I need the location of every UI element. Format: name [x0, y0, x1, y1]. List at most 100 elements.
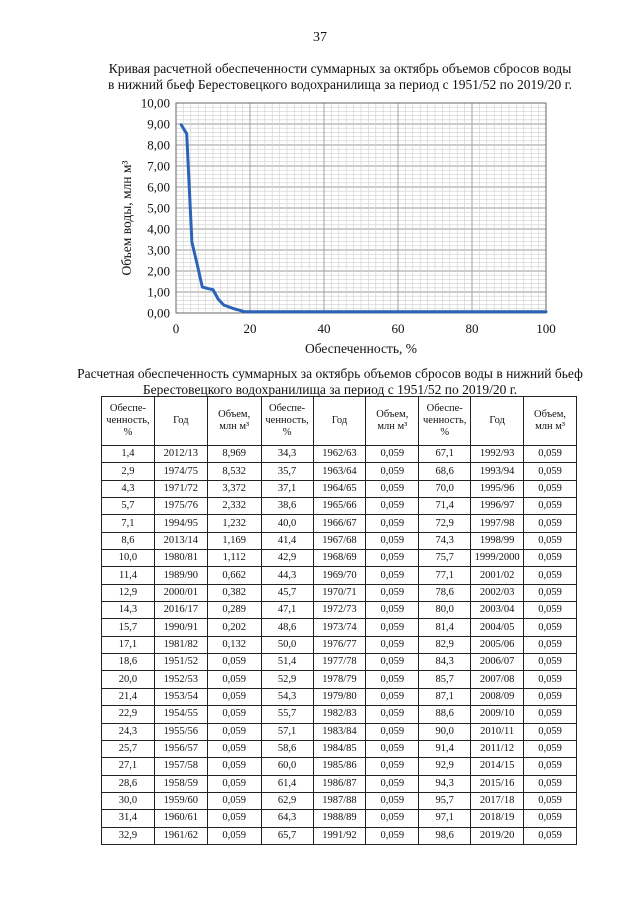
table-cell: 0,059: [523, 757, 577, 776]
column-header: Обеспе-ченность,%: [260, 396, 314, 446]
table-cell: 0,059: [365, 635, 420, 655]
table-cell: 1991/92: [312, 826, 367, 845]
table-cell: 0,059: [206, 757, 262, 776]
table-cell: 1960/61: [153, 809, 208, 828]
table-cell: 1983/84: [312, 722, 367, 741]
table-cell: 58,6: [260, 739, 314, 759]
table-row: 8,6 2013/14 1,169 41,4 1967/68 0,059 74,3 1998/…: [101, 531, 577, 551]
table-cell: 1996/97: [470, 497, 525, 516]
y-tick-label: 7,00: [147, 159, 170, 174]
table-cell: 0,059: [206, 826, 262, 845]
table-row: 20,0 1952/53 0,059 52,9 1978/79 0,059 85,7 2007…: [101, 670, 577, 689]
table-row: 27,1 1957/58 0,059 60,0 1985/86 0,059 92,9 2014…: [101, 757, 577, 776]
table-row: 18,6 1951/52 0,059 51,4 1977/78 0,059 84,3 2006…: [101, 653, 577, 672]
table-cell: 1984/85: [312, 739, 367, 759]
table-cell: 0,059: [523, 531, 577, 551]
table-row: 21,4 1953/54 0,059 54,3 1979/80 0,059 87,1 2008…: [101, 687, 577, 707]
table-cell: 1952/53: [153, 670, 208, 689]
table-cell: 62,9: [260, 791, 314, 811]
chart-title: Кривая расчетной обеспеченности суммарны…: [80, 61, 600, 93]
table-cell: 0,059: [523, 583, 577, 603]
table-cell: 97,1: [418, 809, 472, 828]
table-cell: 1982/83: [312, 705, 367, 724]
table-cell: 1979/80: [312, 687, 367, 707]
table-cell: 2018/19: [470, 809, 525, 828]
table-cell: 0,059: [523, 791, 577, 811]
table-cell: 1,169: [206, 531, 262, 551]
table-cell: 1971/72: [153, 479, 208, 499]
table-cell: 7,1: [101, 514, 155, 533]
table-cell: 0,059: [365, 705, 420, 724]
table-cell: 0,059: [365, 739, 420, 759]
table-cell: 1977/78: [312, 653, 367, 672]
table-cell: 1,112: [206, 549, 262, 568]
table-cell: 0,059: [523, 653, 577, 672]
table-cell: 1959/60: [153, 791, 208, 811]
table-cell: 2017/18: [470, 791, 525, 811]
y-tick-label: 6,00: [147, 180, 170, 195]
table-cell: 75,7: [418, 549, 472, 568]
x-axis-label: Обеспеченность, %: [305, 341, 417, 356]
table-cell: 0,059: [365, 566, 420, 585]
table-cell: 0,059: [523, 774, 577, 793]
table-row: 14,3 2016/17 0,289 47,1 1972/73 0,059 80,0 2003…: [101, 601, 577, 620]
table-cell: 2009/10: [470, 705, 525, 724]
table-cell: 35,7: [260, 462, 314, 481]
table-cell: 24,3: [101, 722, 155, 741]
table-cell: 40,0: [260, 514, 314, 533]
table-row: 25,7 1956/57 0,059 58,6 1984/85 0,059 91,4 2011…: [101, 739, 577, 759]
x-tick-label: 60: [392, 321, 405, 336]
table-cell: 0,059: [365, 601, 420, 620]
y-tick-label: 3,00: [147, 243, 170, 258]
x-tick-label: 100: [536, 321, 556, 336]
table-cell: 8,969: [206, 444, 262, 464]
table-cell: 20,0: [101, 670, 155, 689]
table-cell: 0,059: [365, 653, 420, 672]
table-cell: 0,059: [523, 809, 577, 828]
table-cell: 0,059: [523, 462, 577, 481]
table-cell: 0,059: [523, 826, 577, 845]
table-cell: 1973/74: [312, 618, 367, 637]
y-axis-label: Объем воды, млн м³: [119, 161, 134, 276]
table-row: 24,3 1955/56 0,059 57,1 1983/84 0,059 90,0 2010…: [101, 722, 577, 741]
x-tick-labels: 0 20 40 60 80 100: [173, 321, 556, 336]
table-cell: 5,7: [101, 497, 155, 516]
table-cell: 1981/82: [153, 635, 208, 655]
supply-curve-chart: 0,00 1,00 2,00 3,00 4,00 5,00 6,00 7,00 8,00 9,00…: [119, 96, 556, 357]
table-cell: 1972/73: [312, 601, 367, 620]
table-cell: 0,059: [206, 722, 262, 741]
table-cell: 0,059: [206, 653, 262, 672]
table-title-line1: Расчетная обеспеченность суммарных за ок…: [77, 366, 583, 381]
series-line: [179, 123, 548, 314]
table-row: 4,3 1971/72 3,372 37,1 1964/65 0,059 70,0 1995/…: [101, 479, 577, 499]
y-tick-label: 4,00: [147, 222, 170, 237]
table-cell: 38,6: [260, 497, 314, 516]
table-cell: 0,059: [365, 687, 420, 707]
table-cell: 0,059: [365, 531, 420, 551]
table-cell: 0,059: [523, 479, 577, 499]
table-row: 30,0 1959/60 0,059 62,9 1987/88 0,059 95,7 2017…: [101, 791, 577, 811]
table-cell: 0,059: [523, 514, 577, 533]
table-cell: 0,202: [206, 618, 262, 637]
table-cell: 30,0: [101, 791, 155, 811]
table-cell: 44,3: [260, 566, 314, 585]
table-header-row: Обеспе-ченность,% Год Объем, млн м³ Обеспе-ч…: [101, 396, 577, 446]
page-number: 37: [313, 30, 327, 45]
table-cell: 31,4: [101, 809, 155, 828]
table-cell: 14,3: [101, 601, 155, 620]
table-cell: 1978/79: [312, 670, 367, 689]
table-row: 32,9 1961/62 0,059 65,7 1991/92 0,059 98,6 2019…: [101, 826, 577, 845]
table-cell: 32,9: [101, 826, 155, 845]
table-cell: 0,289: [206, 601, 262, 620]
table-cell: 2019/20: [470, 826, 525, 845]
table-cell: 1964/65: [312, 479, 367, 499]
table-cell: 2,9: [101, 462, 155, 481]
chart-grid: [176, 103, 546, 313]
table-row: 17,1 1981/82 0,132 50,0 1976/77 0,059 82,9 2005…: [101, 635, 577, 655]
table-cell: 1994/95: [153, 514, 208, 533]
table-cell: 0,059: [523, 566, 577, 585]
table-cell: 0,059: [365, 444, 420, 464]
table-cell: 0,059: [523, 444, 577, 464]
column-header: Объем, млн м³: [523, 396, 577, 446]
table-cell: 22,9: [101, 705, 155, 724]
